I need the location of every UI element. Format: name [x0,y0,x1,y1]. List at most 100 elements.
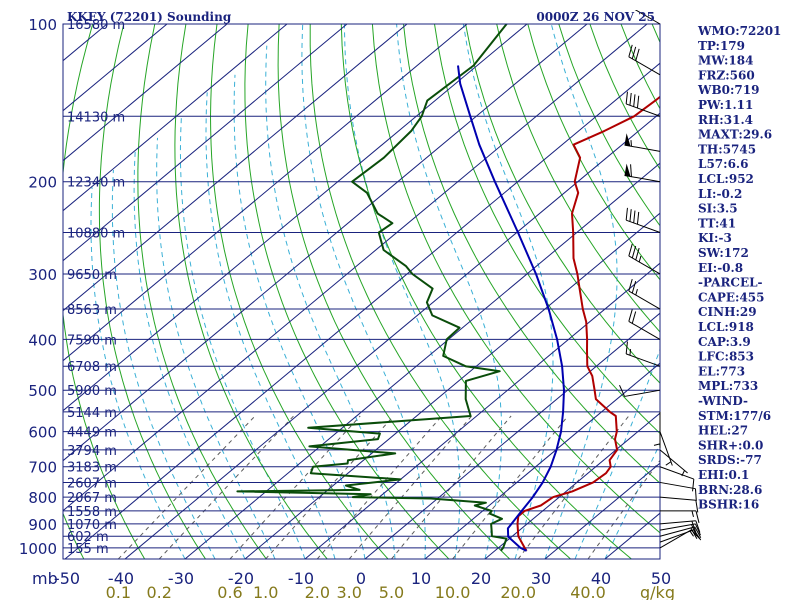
moist-adiabat-line [111,169,216,559]
moist-adiabat-line [301,24,426,559]
height-label: 16580 m [67,18,125,33]
parcel-line [457,65,565,552]
height-label: 14130 m [67,110,125,125]
mixing-ratio-labels: 0.1 0.2 0.6 1.0 2.0 3.0 5.0 10.0 20.0 40.0 [106,583,606,600]
isotherm-line [304,262,660,559]
index-value: STM:177/6 [698,409,771,423]
moist-adiabat-line [233,74,366,559]
mixing-ratio-lines [117,415,660,559]
dry-adiabat-line [137,24,267,559]
height-label: 3794 m [67,444,117,459]
mixing-ratio-unit-label: g/kg [640,583,675,600]
wind-barb [653,411,661,448]
height-label: 5144 m [67,406,117,421]
sounding-series [236,24,660,552]
mixing-ratio-tick-label: 3.0 [336,583,361,600]
wind-barb [624,163,661,183]
height-label: 1070 m [67,518,117,533]
moist-adiabat-line [133,151,246,559]
temperature-tick-label: -20 [228,569,254,588]
index-value: -PARCEL- [698,276,763,290]
isotherm-line [124,112,660,559]
pressure-tick-label: 700 [28,459,57,477]
height-label: 2607 m [67,476,117,491]
height-label: 12340 m [67,176,125,191]
moist-adiabats [90,24,660,559]
mixing-ratio-line [316,415,443,559]
moist-adiabat-line [544,24,618,559]
index-value: SW:172 [698,246,749,260]
index-value: TH:5745 [698,142,756,156]
dry-adiabat-line [403,24,660,484]
isotherm-line [364,312,660,559]
index-value: EHI:0.1 [698,468,749,482]
isotherm-line [544,462,660,559]
height-labels: 16580 m 14130 m 12340 m 10880 m 9650 m 8563 m… [67,18,125,557]
wind-barb [659,523,701,537]
temperature-tick-label: -30 [168,569,194,588]
isotherm-line [63,24,468,362]
dry-adiabat-line [244,24,450,559]
height-label: 7590 m [67,333,117,348]
wind-barb [628,279,661,310]
index-value: TP:179 [698,39,745,53]
isotherms [63,24,660,559]
index-value: LFC:853 [698,350,754,364]
mixing-ratio-tick-label: 40.0 [570,583,606,600]
pressure-tick-label: 400 [28,331,57,349]
moist-adiabat-line [90,187,186,559]
height-label: 5900 m [67,384,117,399]
chart-time: 0000Z 26 NOV 25 [536,10,655,24]
mixing-ratio-tick-label: 2.0 [305,583,330,600]
wind-barb [619,384,661,397]
height-label: 9650 m [67,268,117,283]
isotherm-line [63,24,408,312]
plot-border [62,23,661,560]
isotherm-line [184,162,660,559]
wind-barb [659,496,699,513]
index-value: SI:3.5 [698,202,738,216]
height-label: 4449 m [67,426,117,441]
dry-adiabat-line [63,24,146,559]
wind-barb [659,481,697,502]
temperature-tick-label: 40 [591,569,611,588]
moist-adiabat-line [396,24,503,559]
isotherm-line [64,62,660,559]
pressure-tick-label: 200 [28,174,57,192]
dry-adiabat-line [63,512,85,559]
moist-adiabat-line [462,24,554,559]
dry-adiabat-line [371,24,660,534]
pressure-tick-label: 300 [28,266,57,284]
pressure-tick-label: 100 [28,16,57,34]
index-value: KI:-3 [698,231,732,245]
height-label: 6708 m [67,360,117,375]
mixing-ratio-line [348,415,473,559]
wind-barb [625,91,661,117]
index-value: CINH:29 [698,305,757,319]
mixing-ratio-tick-label: 0.6 [217,583,242,600]
index-value: BSHR:16 [698,498,759,512]
wind-barb [659,449,688,477]
pressure-tick-label: 500 [28,382,57,400]
index-value: L57:6.6 [698,157,748,171]
dry-adiabat-line [0,24,31,559]
pressure-tick-label: 900 [28,516,57,534]
wind-barb [628,44,661,76]
isotherm-line [63,24,648,512]
isotherm-line [63,24,528,412]
index-value: LCL:918 [698,320,754,334]
height-label: 8563 m [67,303,117,318]
pressure-labels: 100 200 300 400 500 600 700 800 900 1000 [19,16,57,558]
chart-title: KKEY (72201) Sounding [67,10,232,24]
index-value: SHR+:0.0 [698,438,763,452]
index-value: EI:-0.8 [698,261,743,275]
wind-barb [634,10,661,25]
dewpoint-line [236,24,508,552]
isotherm-line [484,412,660,559]
wind-barbs [619,10,702,549]
index-value: PW:1.11 [698,98,753,112]
wind-barb [659,520,701,533]
height-label: 155 m [67,542,109,557]
temperature-labels: -50 -40 -30 -20 -10 0 10 20 30 40 50 [54,569,671,588]
